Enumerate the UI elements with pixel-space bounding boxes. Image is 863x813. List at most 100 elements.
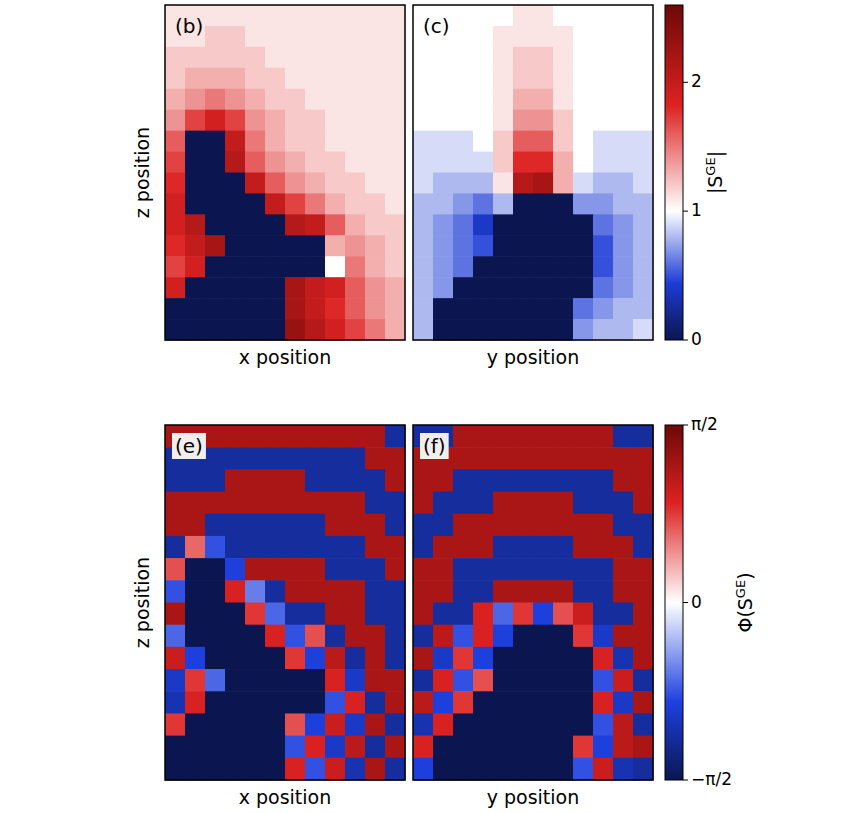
cell [473, 580, 494, 603]
cell [553, 669, 574, 692]
cell [345, 5, 366, 27]
cell [325, 736, 346, 759]
cell [165, 492, 186, 515]
cell [413, 536, 434, 559]
cell [413, 173, 434, 195]
cell [593, 492, 614, 515]
cell [245, 514, 266, 537]
cell [513, 298, 534, 320]
cell [245, 603, 266, 626]
cell [493, 558, 514, 581]
cell [613, 193, 634, 215]
cell [385, 758, 406, 781]
cell [225, 647, 246, 670]
figure: (b)x positionz position(c)y position012|… [0, 0, 863, 813]
cell [493, 110, 514, 132]
panel-frame [413, 425, 653, 780]
cell [245, 669, 266, 692]
cell [553, 173, 574, 195]
cell [385, 131, 406, 153]
cell [305, 26, 326, 48]
cell [513, 235, 534, 257]
cell [205, 736, 226, 759]
colorbar [665, 425, 683, 780]
cell [613, 425, 634, 448]
cell [245, 110, 266, 132]
cell [453, 214, 474, 236]
cell [593, 319, 614, 341]
cell [385, 319, 406, 341]
cell [245, 235, 266, 257]
cell [413, 492, 434, 515]
cell [573, 131, 594, 153]
cell [365, 277, 386, 299]
heatmap-cells [165, 5, 406, 341]
cell [165, 647, 186, 670]
cell [413, 580, 434, 603]
cell [613, 298, 634, 320]
cell [453, 514, 474, 537]
cell [453, 691, 474, 714]
cell [513, 256, 534, 278]
cell [325, 235, 346, 257]
cell [345, 558, 366, 581]
cell [345, 736, 366, 759]
cell [453, 447, 474, 470]
cell [185, 625, 206, 648]
cell [325, 68, 346, 90]
cell [365, 319, 386, 341]
cell [633, 47, 654, 69]
cell [613, 625, 634, 648]
cell [185, 580, 206, 603]
cell [285, 447, 306, 470]
cell [325, 277, 346, 299]
cell [185, 131, 206, 153]
cell [453, 492, 474, 515]
cell [573, 580, 594, 603]
cell [553, 89, 574, 111]
cell [513, 26, 534, 48]
cell [205, 425, 226, 448]
cell [385, 214, 406, 236]
cell [205, 5, 226, 27]
cell [325, 469, 346, 492]
cell [633, 68, 654, 90]
cell [493, 447, 514, 470]
cell [433, 235, 454, 257]
cell [385, 173, 406, 195]
cell [433, 214, 454, 236]
cell [305, 691, 326, 714]
cell [493, 214, 514, 236]
cell [365, 131, 386, 153]
cell [365, 514, 386, 537]
cell [413, 647, 434, 670]
cell [165, 514, 186, 537]
cell [573, 425, 594, 448]
cell [613, 736, 634, 759]
cell [365, 26, 386, 48]
cell [533, 603, 554, 626]
cell [573, 5, 594, 27]
cell [433, 131, 454, 153]
cell [245, 647, 266, 670]
cell [453, 26, 474, 48]
cell [325, 26, 346, 48]
cell [473, 214, 494, 236]
cell [613, 758, 634, 781]
cell [553, 319, 574, 341]
cell [513, 469, 534, 492]
cell [185, 319, 206, 341]
cell [533, 647, 554, 670]
cell [593, 47, 614, 69]
cell [245, 47, 266, 69]
cell [493, 277, 514, 299]
cell [453, 110, 474, 132]
cell [325, 256, 346, 278]
colorbar-label-part: | [704, 151, 727, 157]
cell [613, 235, 634, 257]
colorbar-tick [683, 425, 688, 426]
cell [305, 647, 326, 670]
cell [613, 152, 634, 174]
cell [633, 131, 654, 153]
cell [553, 152, 574, 174]
